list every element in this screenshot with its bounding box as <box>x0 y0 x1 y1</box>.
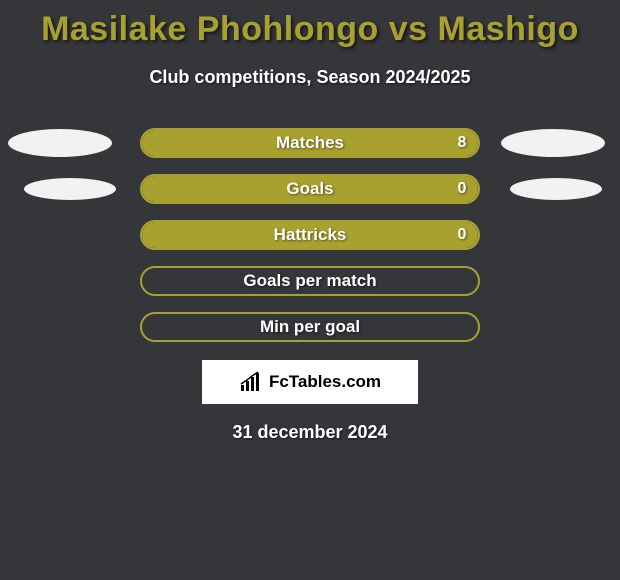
stat-rows: Matches8Goals0Hattricks0Goals per matchM… <box>0 120 620 350</box>
page-title: Masilake Phohlongo vs Mashigo <box>0 0 620 49</box>
brand-box: FcTables.com <box>202 360 418 404</box>
stat-bar-track <box>140 128 480 158</box>
stat-bar-fill <box>142 130 478 156</box>
brand-text: FcTables.com <box>269 372 381 392</box>
stat-bar-fill <box>142 176 478 202</box>
stat-row: Matches8 <box>0 120 620 166</box>
player-ellipse-right <box>510 178 602 200</box>
player-ellipse-right <box>501 129 605 157</box>
player-ellipse-left <box>24 178 116 200</box>
chart-icon <box>239 371 265 393</box>
stat-row: Goals0 <box>0 166 620 212</box>
comparison-infographic: Masilake Phohlongo vs Mashigo Club compe… <box>0 0 620 580</box>
date-text: 31 december 2024 <box>0 422 620 443</box>
player-ellipse-left <box>8 129 112 157</box>
stat-bar-track <box>140 312 480 342</box>
stat-bar-track <box>140 174 480 204</box>
stat-row: Hattricks0 <box>0 212 620 258</box>
stat-bar-fill <box>142 222 478 248</box>
subtitle: Club competitions, Season 2024/2025 <box>0 67 620 88</box>
stat-row: Min per goal <box>0 304 620 350</box>
stat-bar-track <box>140 266 480 296</box>
stat-bar-track <box>140 220 480 250</box>
stat-row: Goals per match <box>0 258 620 304</box>
